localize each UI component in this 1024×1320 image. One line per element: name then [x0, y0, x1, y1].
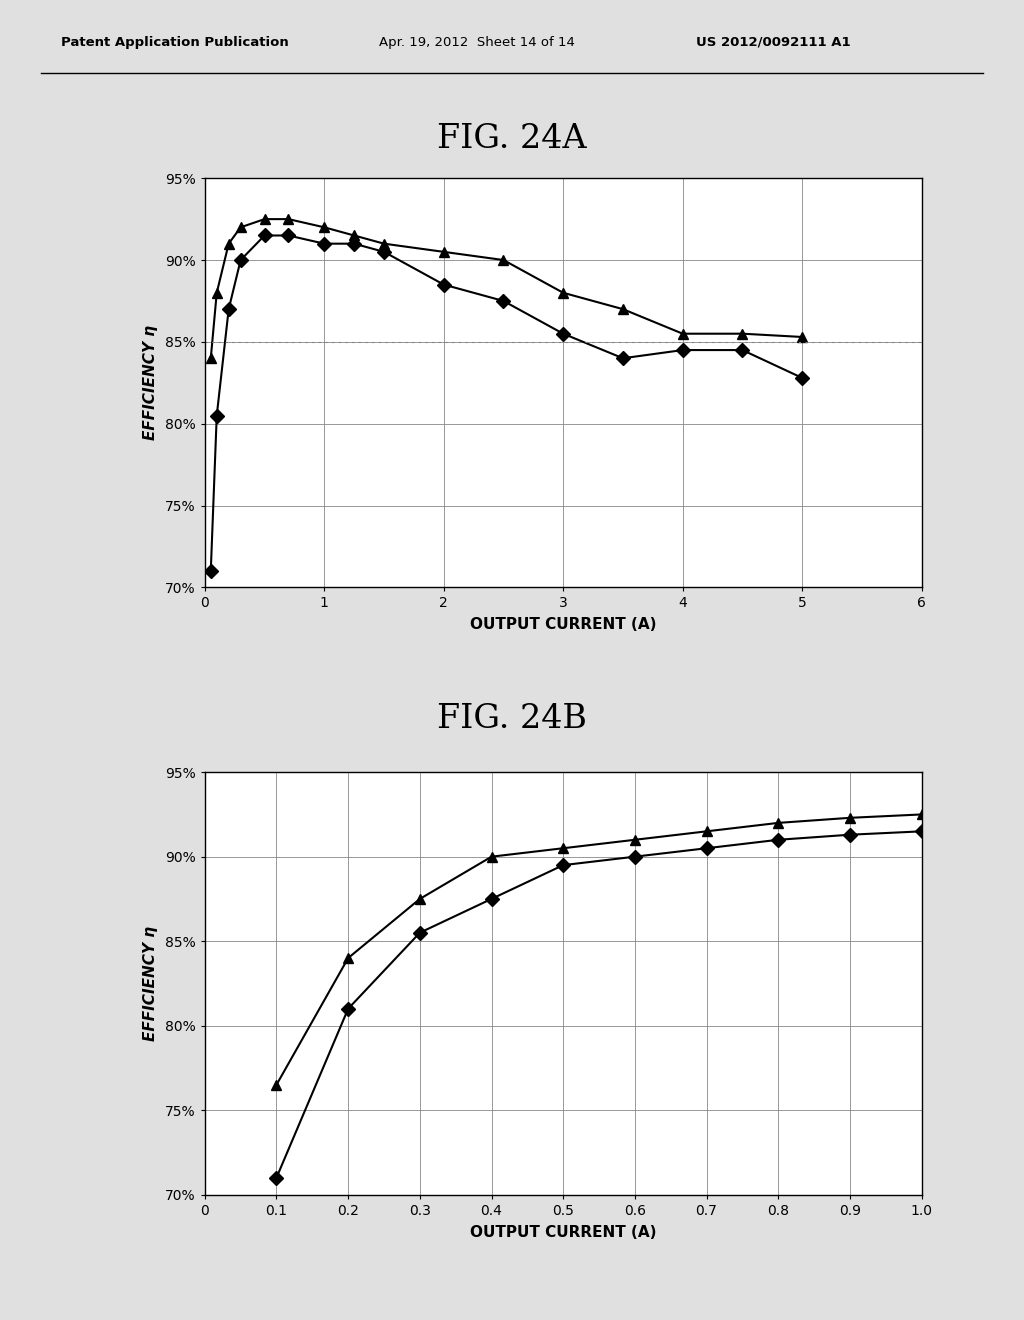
Text: Apr. 19, 2012  Sheet 14 of 14: Apr. 19, 2012 Sheet 14 of 14	[379, 36, 574, 49]
X-axis label: OUTPUT CURRENT (A): OUTPUT CURRENT (A)	[470, 618, 656, 632]
Text: FIG. 24B: FIG. 24B	[437, 704, 587, 735]
Y-axis label: EFFICIENCY η: EFFICIENCY η	[143, 325, 158, 441]
Text: Patent Application Publication: Patent Application Publication	[61, 36, 289, 49]
Text: US 2012/0092111 A1: US 2012/0092111 A1	[696, 36, 851, 49]
Y-axis label: EFFICIENCY η: EFFICIENCY η	[143, 925, 158, 1041]
Text: FIG. 24A: FIG. 24A	[437, 123, 587, 154]
X-axis label: OUTPUT CURRENT (A): OUTPUT CURRENT (A)	[470, 1225, 656, 1239]
